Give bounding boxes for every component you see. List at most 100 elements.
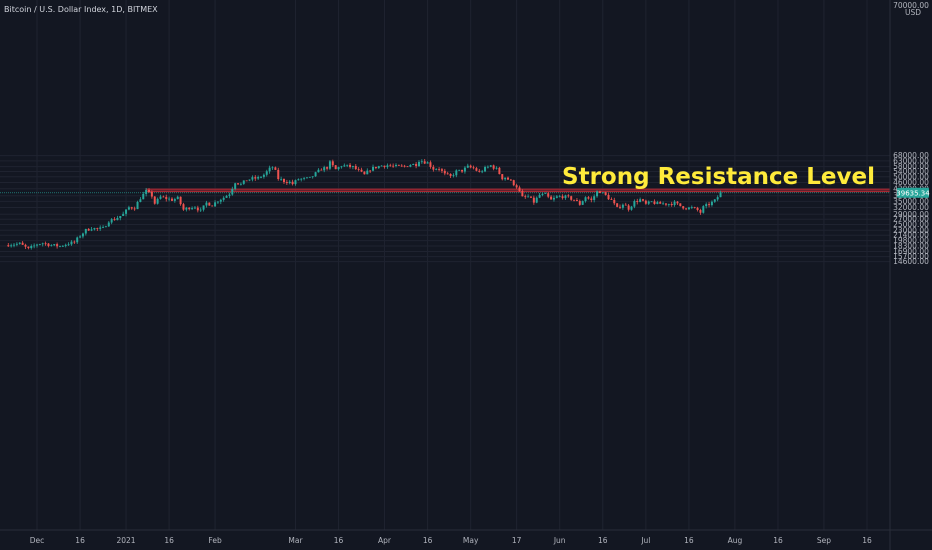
candle <box>438 167 441 172</box>
price-tick-label: 23000.00 <box>893 226 929 235</box>
candle <box>449 173 452 179</box>
candle <box>423 158 426 165</box>
candle <box>237 183 240 185</box>
candle <box>30 244 33 250</box>
candle <box>380 165 383 167</box>
candle <box>598 190 601 194</box>
candle <box>122 211 125 217</box>
candle <box>205 200 208 208</box>
candle <box>145 187 148 197</box>
time-axis[interactable]: Dec 16 2021 16 Feb Mar 16 Apr 16 May 17 Jun 16 Jul 16 A… <box>30 536 872 545</box>
candle <box>271 166 274 171</box>
candle <box>455 169 458 178</box>
candle <box>406 166 409 168</box>
candle <box>173 197 176 203</box>
price-tick-label: 32000.00 <box>893 203 929 212</box>
candle <box>452 173 455 178</box>
candle <box>346 164 349 168</box>
time-tick-label: Mar <box>288 536 303 545</box>
time-tick-label: Feb <box>208 536 222 545</box>
candle <box>662 201 665 205</box>
candle <box>320 168 323 171</box>
candle <box>624 202 627 206</box>
candle <box>644 199 647 205</box>
candle <box>561 194 564 200</box>
candle <box>673 200 676 207</box>
candle <box>107 221 110 227</box>
candle <box>36 243 38 248</box>
candle <box>593 194 596 203</box>
candle <box>478 168 481 173</box>
candle <box>119 215 122 221</box>
candle <box>185 206 188 212</box>
candle <box>53 243 56 247</box>
candle <box>627 203 630 212</box>
candle <box>687 206 690 210</box>
candle <box>710 200 713 207</box>
candle <box>535 196 538 204</box>
candle <box>564 194 567 200</box>
candle <box>280 176 283 181</box>
candle <box>524 194 527 199</box>
candle <box>578 199 581 206</box>
candle <box>47 242 50 248</box>
candle <box>208 202 211 206</box>
candle <box>653 199 656 205</box>
candle <box>354 164 357 171</box>
candle <box>538 193 541 199</box>
candle <box>552 195 555 202</box>
candle <box>170 197 173 202</box>
currency-label: USD <box>905 8 921 17</box>
candle <box>567 194 570 198</box>
candle <box>397 164 400 166</box>
candle <box>70 240 73 246</box>
candle <box>377 165 380 169</box>
svg-text:39635.34: 39635.34 <box>896 189 930 197</box>
candle <box>443 168 446 176</box>
candle <box>116 215 119 221</box>
candle <box>136 200 139 210</box>
candle <box>463 166 466 174</box>
price-tick-label: 19800.00 <box>893 236 929 245</box>
candle <box>719 190 722 198</box>
candle <box>13 242 16 248</box>
time-tick-label: Dec <box>30 536 45 545</box>
candle <box>38 243 41 246</box>
candle <box>50 244 53 247</box>
candle <box>202 205 205 212</box>
price-tick-label: 27000.00 <box>893 215 929 224</box>
candle <box>150 190 153 199</box>
price-tick-label: 68000.00 <box>893 151 929 160</box>
candle <box>656 200 659 205</box>
time-tick-label: Jun <box>553 536 566 545</box>
candle <box>58 245 61 248</box>
candle <box>79 235 82 239</box>
candle <box>432 164 435 172</box>
candle <box>713 198 716 203</box>
candle <box>21 241 24 245</box>
candle <box>420 159 423 164</box>
candle <box>679 203 682 207</box>
candle <box>633 199 636 209</box>
candle <box>619 204 622 209</box>
candle <box>297 178 300 181</box>
candle <box>102 225 105 229</box>
price-tick-label: 18300.00 <box>893 242 929 251</box>
candle <box>308 176 311 178</box>
candle <box>374 166 377 170</box>
candle <box>610 197 613 200</box>
candle <box>458 169 461 171</box>
candle <box>61 245 64 247</box>
time-tick-label: 16 <box>75 536 85 545</box>
candle <box>33 243 36 249</box>
candle <box>613 197 616 206</box>
price-tick-label: 15700.00 <box>893 252 929 261</box>
price-axis[interactable]: 70000.00 USD 14600.0015700.0016900.00183… <box>893 1 929 266</box>
candle <box>555 195 558 199</box>
candle <box>484 165 487 173</box>
candle <box>231 186 234 196</box>
candle <box>165 194 168 202</box>
candle <box>415 161 418 169</box>
